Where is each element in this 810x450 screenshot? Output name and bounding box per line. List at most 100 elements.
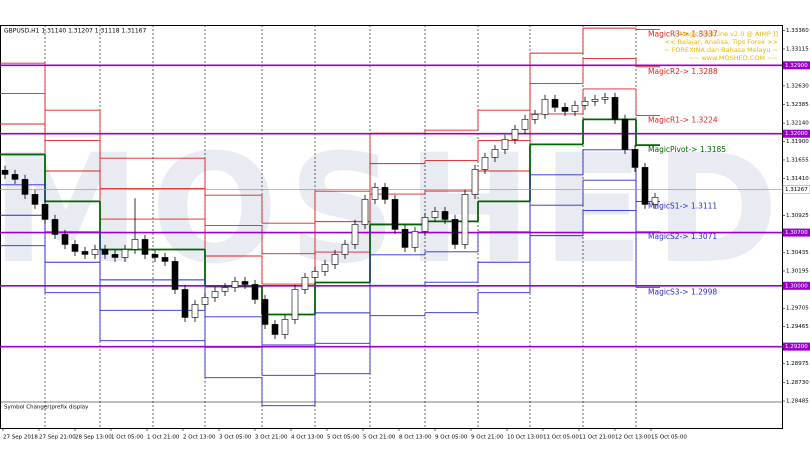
- candle-body: [531, 114, 539, 120]
- y-tick-label: 1.32385: [786, 102, 809, 108]
- candle-body: [581, 101, 589, 106]
- pivot-label: MagicPivot-> 1.3185: [648, 145, 726, 154]
- candle-body: [231, 281, 239, 288]
- candle-body: [341, 244, 349, 255]
- candle-body: [91, 249, 99, 255]
- candle-body: [501, 139, 509, 150]
- info-text: ~~ www.MOSHED.COM ~~: [688, 54, 778, 62]
- candle-body: [31, 194, 39, 205]
- y-tick-label: 1.32630: [786, 83, 809, 89]
- candle-body: [331, 254, 339, 265]
- candle-body: [381, 187, 389, 200]
- candle-body: [551, 99, 559, 108]
- candle-body: [361, 199, 369, 225]
- x-tick-label: 5 Oct 05:00: [327, 435, 360, 441]
- x-tick-label: 10 Oct 13:00: [507, 435, 543, 441]
- round-level-tag: [783, 228, 810, 237]
- candle-body: [481, 157, 489, 170]
- candle-body: [571, 105, 579, 112]
- y-tick-label: 1.28975: [786, 361, 809, 367]
- candle-body: [291, 289, 299, 320]
- round-level-tag: [783, 61, 810, 70]
- candle-body: [561, 107, 569, 112]
- x-tick-label: 11 Oct 21:00: [579, 435, 615, 441]
- candle-body: [241, 281, 249, 285]
- y-tick-label: 1.28485: [786, 399, 809, 405]
- candle-body: [111, 254, 119, 258]
- pivot-label: MagicS1-> 1.3111: [648, 201, 717, 210]
- candle-body: [181, 289, 189, 318]
- round-level-tag: [783, 281, 810, 290]
- candle-body: [631, 149, 639, 168]
- x-tick-label: 28 Sep 13:00: [75, 435, 112, 441]
- y-tick-label: 1.31655: [786, 157, 809, 163]
- info-text: << Belajar, Analisa, Tips Forex >>: [665, 38, 778, 46]
- pivot-label: MagicS3-> 1.2998: [648, 287, 717, 296]
- plot-border: [0, 25, 783, 429]
- candle-body: [201, 297, 209, 305]
- candle-body: [391, 199, 399, 230]
- candle-body: [371, 187, 379, 200]
- info-text: [[ MagicPivotLine v2.0 @ AIMP ]]: [672, 30, 778, 38]
- candle-body: [591, 99, 599, 102]
- y-tick-label: 1.32140: [786, 121, 809, 127]
- candle-body: [301, 277, 309, 290]
- pivot-label: MagicR2-> 1.3288: [648, 67, 718, 76]
- current-price-label: 1.31267: [785, 187, 808, 193]
- round-level-label: 1.32000: [785, 131, 808, 137]
- round-level-label: 1.29200: [785, 344, 808, 350]
- candle-body: [1, 169, 9, 175]
- pivot-label: MagicR1-> 1.3224: [648, 115, 718, 124]
- candle-body: [171, 261, 179, 290]
- y-tick-label: 1.30925: [786, 213, 809, 219]
- candle-body: [271, 324, 279, 335]
- candle-body: [151, 254, 159, 258]
- x-tick-label: 27 Sep 2018: [3, 435, 38, 441]
- watermark: MOSHED: [0, 123, 789, 297]
- candle-body: [211, 291, 219, 298]
- round-level-tag: [783, 129, 810, 138]
- candle-body: [141, 239, 149, 255]
- candle-body: [221, 287, 229, 292]
- info-text: ~ FOREXINA dan Bahasa Melayu ~: [664, 46, 778, 54]
- candle-body: [411, 231, 419, 248]
- candle-body: [461, 194, 469, 245]
- candle-body: [71, 244, 79, 252]
- candle-body: [101, 249, 109, 255]
- candle-body: [351, 224, 359, 245]
- x-tick-label: 3 Oct 21:00: [255, 435, 288, 441]
- candle-body: [41, 204, 49, 220]
- candle-body: [471, 169, 479, 195]
- pivot-label: MagicR3-> 1.3337: [648, 30, 718, 39]
- candle-body: [611, 97, 619, 120]
- candle-body: [281, 319, 289, 335]
- candle-body: [621, 119, 629, 150]
- pivot-label: MagicS2-> 1.3071: [648, 232, 717, 241]
- candle-body: [421, 217, 429, 232]
- candle-body: [161, 257, 169, 262]
- y-tick-label: 1.33360: [786, 28, 809, 34]
- candle-body: [491, 149, 499, 158]
- candle-body: [521, 119, 529, 130]
- candle-body: [441, 211, 449, 220]
- candle-body: [641, 167, 649, 205]
- candle-body: [321, 264, 329, 272]
- round-level-label: 1.30000: [785, 283, 808, 289]
- candle-body: [191, 304, 199, 318]
- round-level-tag: [783, 342, 810, 351]
- x-tick-label: 1 Oct 05:00: [111, 435, 144, 441]
- candle-body: [261, 299, 269, 325]
- y-tick-label: 1.29705: [786, 306, 809, 312]
- candle-body: [11, 174, 19, 180]
- candle-body: [21, 179, 29, 195]
- candle-body: [401, 229, 409, 248]
- x-tick-label: 5 Oct 21:00: [363, 435, 396, 441]
- candle-body: [61, 234, 69, 245]
- x-tick-label: 1 Oct 21:00: [147, 435, 180, 441]
- candle-body: [451, 219, 459, 245]
- watermark-layer: MOSHED: [0, 123, 789, 297]
- x-tick-label: 12 Oct 13:00: [615, 435, 651, 441]
- y-tick-label: 1.28730: [786, 380, 809, 386]
- x-tick-label: 11 Oct 05:00: [543, 435, 579, 441]
- y-tick-label: 1.29465: [786, 324, 809, 330]
